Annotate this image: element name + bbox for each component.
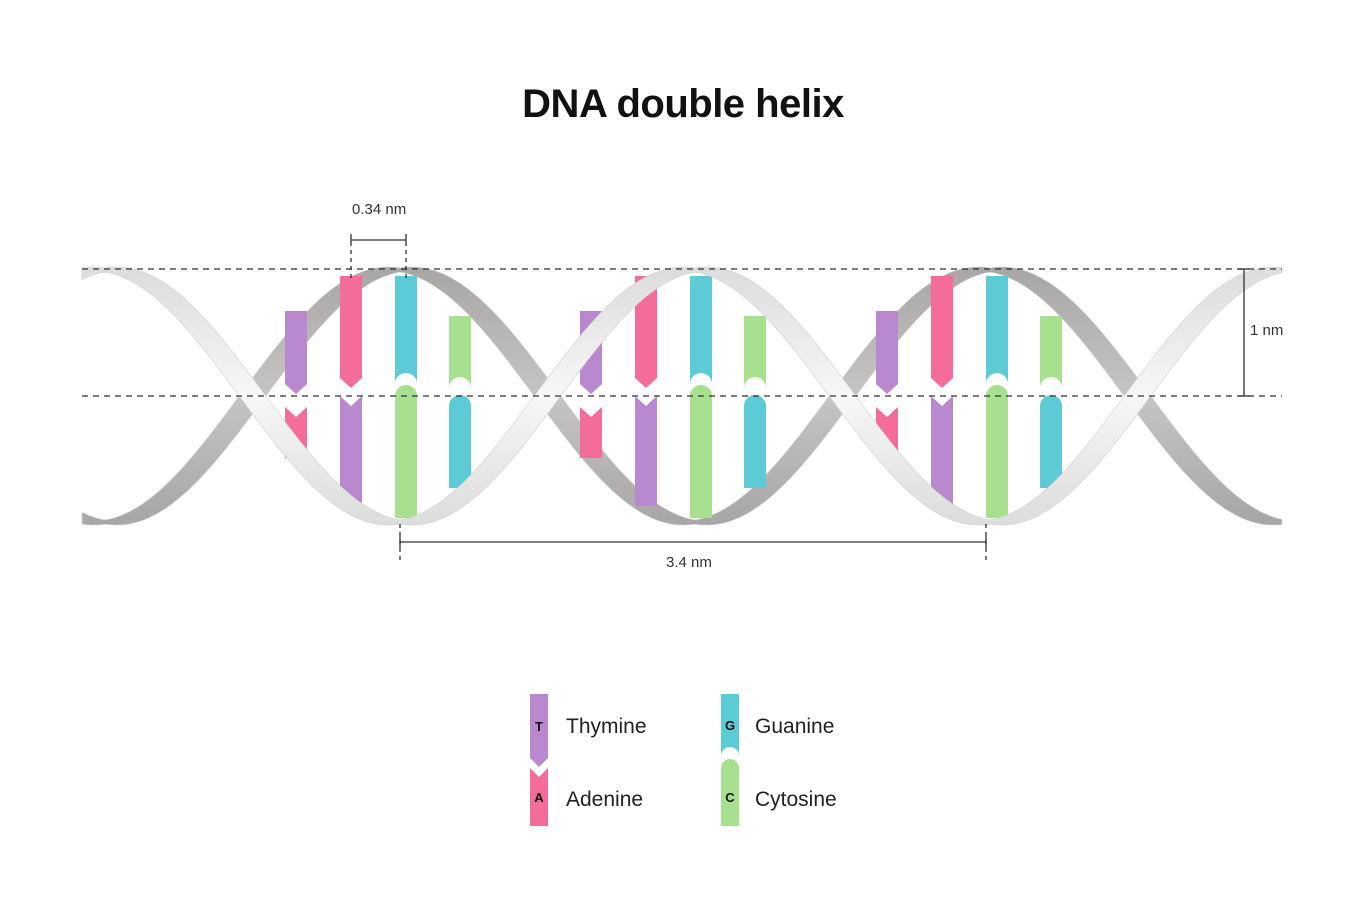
legend-guanine-icon-letter: G xyxy=(725,718,735,733)
turn2-pair3-cytosine-cap xyxy=(690,385,712,396)
turn2-pair4-cytosine xyxy=(744,316,766,388)
turn1-pair3-guanine xyxy=(395,276,417,384)
legend-thymine-icon xyxy=(530,694,548,758)
turn3-pair1-thymine xyxy=(876,311,898,384)
turn3-pair1-adenine-notch xyxy=(876,407,898,417)
turn2-pair4-guanine xyxy=(744,406,766,488)
turn3-pair3-cytosine xyxy=(986,396,1008,518)
turn2-pair2-thymine-notch xyxy=(635,396,657,406)
legend-thymine-icon-tip xyxy=(530,758,548,767)
diameter-marker xyxy=(1238,268,1250,397)
legend-label-guanine: Guanine xyxy=(755,715,835,738)
turn1-pair2-thymine xyxy=(340,396,362,506)
legend-icons: T A G C xyxy=(530,694,739,826)
legend-label-adenine: Adenine xyxy=(566,788,644,811)
legend-guanine-icon-cup xyxy=(721,747,739,756)
turn3-pair4-cytosine-cup xyxy=(1040,377,1062,388)
turn2-pair2-adenine-tip xyxy=(635,378,657,388)
turn3-pair4-guanine xyxy=(1040,406,1062,488)
turn2-pair4-cytosine-cup xyxy=(744,377,766,388)
legend-thymine-icon-letter: T xyxy=(535,719,543,734)
legend-guanine-icon xyxy=(721,694,739,756)
turn3-pair3-guanine-cup xyxy=(986,373,1008,384)
legend-cytosine-icon-letter: C xyxy=(725,790,735,805)
turn1-pair4-cytosine xyxy=(449,316,471,388)
legend-adenine-icon-notch xyxy=(530,768,548,777)
turn1-pair3-cytosine xyxy=(395,396,417,518)
turn1-pair4-guanine xyxy=(449,406,471,488)
turn2-pair2-thymine xyxy=(635,396,657,506)
back-strand xyxy=(81,266,1283,526)
turn2-pair3-guanine xyxy=(690,276,712,384)
turn3-pair2-thymine-notch xyxy=(931,396,953,406)
turn3-pair4-cytosine xyxy=(1040,316,1062,388)
turn1-pair1-thymine xyxy=(285,311,307,384)
turn1-pair3-guanine-cup xyxy=(395,373,417,384)
turn3-pair2-thymine xyxy=(931,396,953,506)
base-pair-rise-label: 0.34 nm xyxy=(352,201,407,218)
turn1-pair2-thymine-notch xyxy=(340,396,362,406)
turn3-pair3-cytosine-cap xyxy=(986,385,1008,396)
pitch-marker xyxy=(399,524,987,564)
helix-pitch-label: 3.4 nm xyxy=(666,554,712,571)
turn3-pair2-adenine xyxy=(931,276,953,378)
turn3-pair4-guanine-cap xyxy=(1040,395,1062,406)
turn2-pair1-adenine xyxy=(580,407,602,458)
front-strand-ribbon xyxy=(81,266,1283,526)
turn1-pair4-cytosine-cup xyxy=(449,377,471,388)
legend-cytosine-icon-cap xyxy=(721,759,739,768)
turn3-pair3-guanine xyxy=(986,276,1008,384)
legend-adenine-icon xyxy=(530,768,548,826)
legend-cytosine-icon xyxy=(721,768,739,826)
turn1-pair1-thymine-tip xyxy=(285,384,307,394)
turn3-pair2-adenine-tip xyxy=(931,378,953,388)
legend-label-thymine: Thymine xyxy=(566,715,647,738)
turn2-pair3-guanine-cup xyxy=(690,373,712,384)
turn2-pair1-adenine-notch xyxy=(580,407,602,417)
turn3-pair1-thymine-tip xyxy=(876,384,898,394)
base-pairs xyxy=(285,276,1062,518)
turn1-pair2-adenine xyxy=(340,276,362,378)
legend-adenine-icon-letter: A xyxy=(534,790,544,805)
turn2-pair3-cytosine xyxy=(690,396,712,518)
rise-marker xyxy=(350,234,407,278)
turn1-pair1-adenine-notch xyxy=(285,407,307,417)
turn2-pair1-thymine-tip xyxy=(580,384,602,394)
turn1-pair4-guanine-cap xyxy=(449,395,471,406)
turn1-pair2-adenine-tip xyxy=(340,378,362,388)
guide-lines xyxy=(82,268,1282,397)
legend-label-cytosine: Cytosine xyxy=(755,788,837,811)
turn1-pair3-cytosine-cap xyxy=(395,385,417,396)
front-strand xyxy=(81,266,1283,526)
back-strand-ribbon xyxy=(81,266,1283,526)
page-title: DNA double helix xyxy=(522,82,844,126)
turn2-pair4-guanine-cap xyxy=(744,395,766,406)
helix-diameter-label: 1 nm xyxy=(1250,322,1284,339)
